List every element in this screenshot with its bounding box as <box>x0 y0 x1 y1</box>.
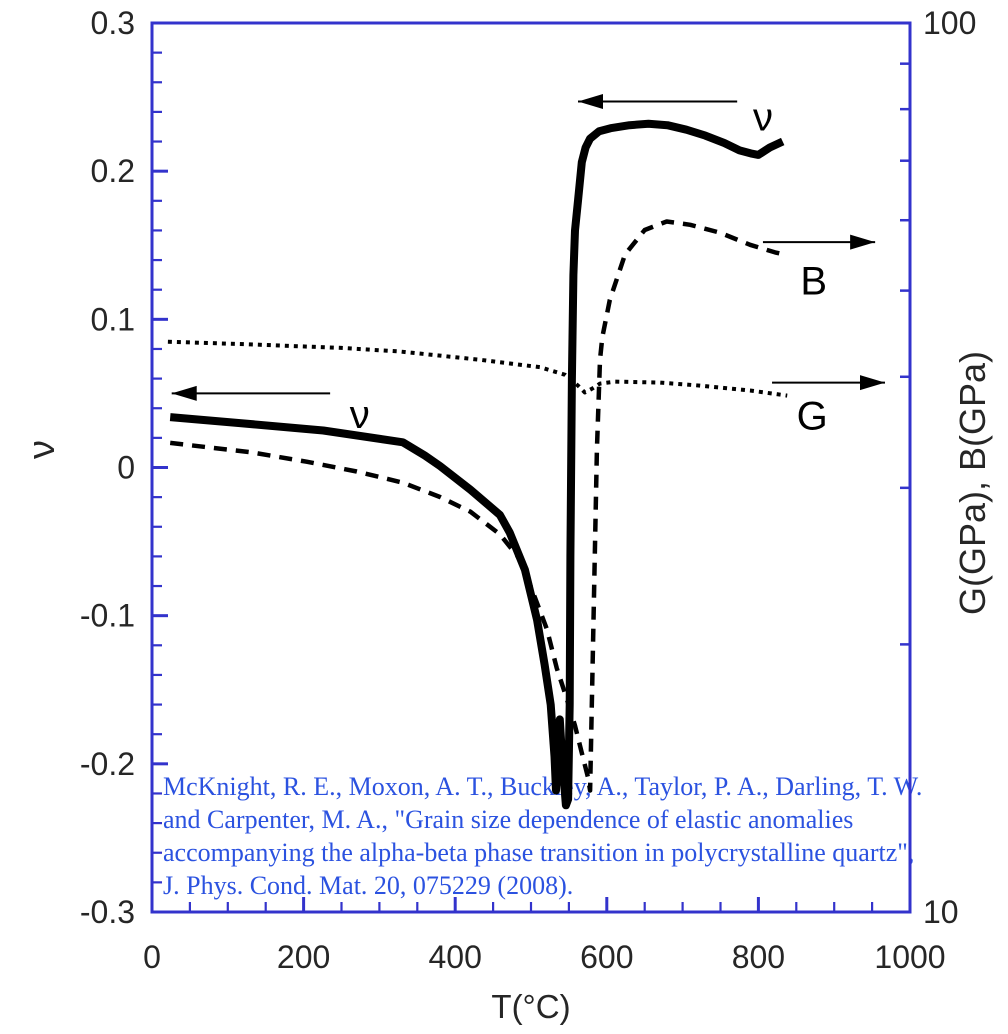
arrowhead-right-icon <box>859 375 885 391</box>
y-left-tick-label: 0 <box>117 450 135 486</box>
arrowhead-left-icon <box>577 94 603 110</box>
x-tick-label: 0 <box>143 939 161 975</box>
citation-line: J. Phys. Cond. Mat. 20, 075229 (2008). <box>163 871 574 900</box>
x-axis-label: T(°C) <box>491 988 571 1025</box>
left-y-axis-label-text: ν <box>20 439 63 459</box>
x-tick-label: 600 <box>580 939 633 975</box>
y-left-tick-label: -0.1 <box>80 598 135 634</box>
arrowhead-right-icon <box>850 234 876 250</box>
B-curve <box>169 219 788 793</box>
x-tick-label: 800 <box>732 939 785 975</box>
y-left-tick-label: 0.2 <box>91 153 135 189</box>
y-left-tick-label: 0.1 <box>91 301 135 337</box>
arrowhead-left-icon <box>171 385 197 401</box>
x-tick-label: 1000 <box>874 939 945 975</box>
curve-label-B: B <box>800 260 827 304</box>
y-left-tick-label: -0.2 <box>80 746 135 782</box>
nu-curve <box>169 119 785 810</box>
x-tick-label: 200 <box>277 939 330 975</box>
citation-line: McKnight, R. E., Moxon, A. T., Buckley, … <box>163 772 923 801</box>
y-right-tick-label: 10 <box>923 894 959 930</box>
curve-label-nu: ν <box>350 393 370 437</box>
y-right-tick-label: 100 <box>923 5 976 41</box>
citation-line: and Carpenter, M. A., "Grain size depend… <box>163 805 854 834</box>
citation: McKnight, R. E., Moxon, A. T., Buckley, … <box>163 770 922 902</box>
curve-label-G: G <box>797 394 828 438</box>
G-curve <box>167 339 788 398</box>
y-left-tick-label: -0.3 <box>80 894 135 930</box>
x-tick-label: 400 <box>429 939 482 975</box>
y-left-tick-label: 0.3 <box>91 5 135 41</box>
right-y-axis-label-text: G(GPa), B(GPa) <box>952 350 994 616</box>
curve-label-nu: ν <box>753 95 773 139</box>
citation-line: accompanying the alpha-beta phase transi… <box>163 838 915 867</box>
